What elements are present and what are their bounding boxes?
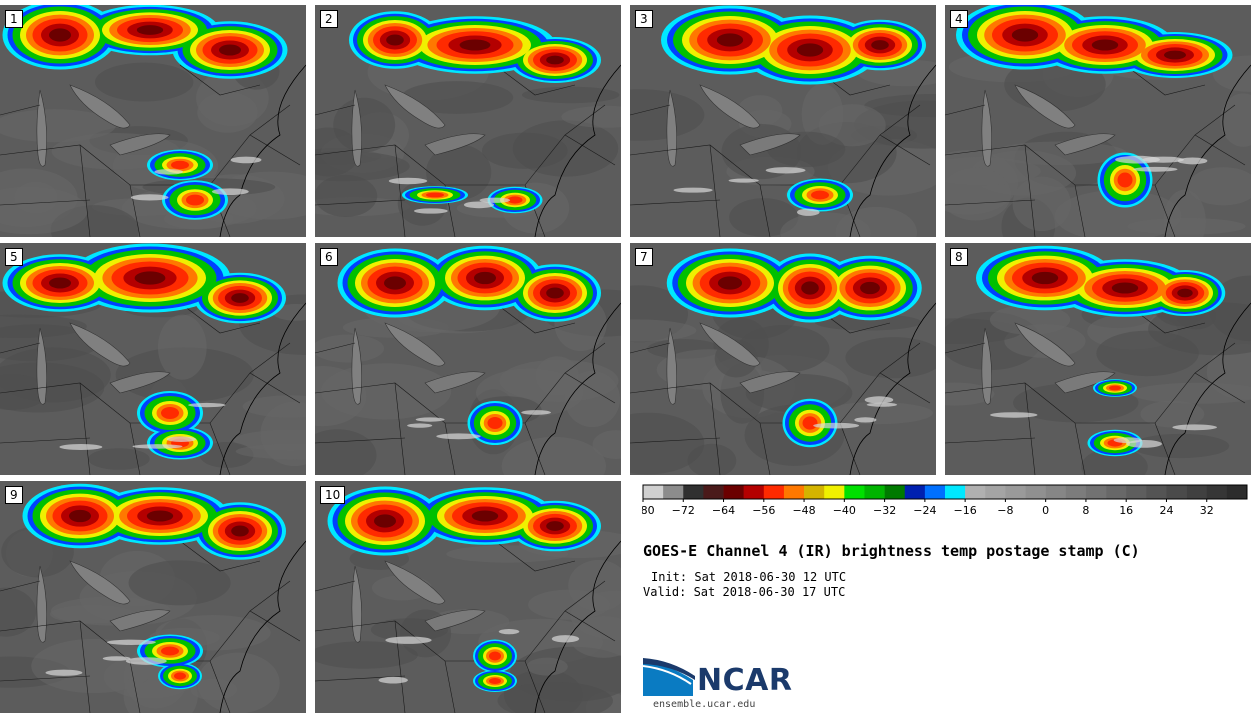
member-number-label: 3 [635,10,653,28]
colorbar-swatch [904,485,926,499]
map-image [630,5,936,237]
colorbar-swatch [1206,485,1228,499]
member-number-label: 8 [950,248,968,266]
colorbar-swatch [1085,485,1107,499]
ensemble-member-map-9: 9 [0,481,306,713]
colorbar-swatch [965,485,986,499]
member-number-label: 10 [320,486,346,504]
colorbar-swatch [945,485,966,499]
ensemble-member-map-3: 3 [630,5,936,237]
colorbar-swatch [743,485,765,499]
colorbar-swatch [1226,485,1248,499]
colorbar-tick-label: 24 [1159,504,1173,517]
colorbar-tick-label: 0 [1042,504,1049,517]
init-time: Init: Sat 2018-06-30 12 UTC [651,570,847,584]
colorbar-tick-label: −24 [913,504,936,517]
map-image [0,243,306,475]
colorbar-tick-label: 8 [1082,504,1089,517]
member-number-label: 6 [320,248,338,266]
member-number-label: 1 [5,10,23,28]
ncar-logo-icon [643,658,695,696]
member-number-label: 5 [5,248,23,266]
colorbar-swatch [723,485,744,499]
colorbar-swatch [804,485,825,499]
colorbar-swatch [1146,485,1167,499]
ensemble-member-map-8: 8 [945,243,1251,475]
map-image [315,243,621,475]
colorbar-tick-label: 16 [1119,504,1133,517]
map-image [0,5,306,237]
colorbar-swatch [924,485,946,499]
colorbar-swatch [1166,485,1187,499]
valid-time: Valid: Sat 2018-06-30 17 UTC [643,585,846,599]
member-number-label: 4 [950,10,968,28]
ensemble-member-map-2: 2 [315,5,621,237]
map-image [945,243,1251,475]
colorbar-swatch [824,485,845,499]
colorbar-tick-label: −64 [712,504,735,517]
map-image [315,481,621,713]
colorbar-swatch [884,485,906,499]
colorbar-swatch [643,485,664,499]
ensemble-member-map-7: 7 [630,243,936,475]
colorbar-swatch [1065,485,1087,499]
figure-title: GOES-E Channel 4 (IR) brightness temp po… [643,542,1140,560]
colorbar-swatch [1025,485,1046,499]
colorbar-swatch [783,485,805,499]
colorbar-swatch [1106,485,1127,499]
member-number-label: 7 [635,248,653,266]
website-url: ensemble.ucar.edu [653,699,756,710]
colorbar-tick-label: −32 [873,504,896,517]
member-number-label: 2 [320,10,338,28]
map-image [315,5,621,237]
ensemble-member-map-10: 10 [315,481,621,713]
colorbar-tick-label: −72 [672,504,695,517]
ensemble-member-map-5: 5 [0,243,306,475]
colorbar-swatch [763,485,785,499]
colorbar-swatch [663,485,684,499]
ensemble-member-map-1: 1 [0,5,306,237]
colorbar-swatch [683,485,704,499]
colorbar-swatch [844,485,865,499]
colorbar-swatch [1045,485,1067,499]
member-number-label: 9 [5,486,23,504]
map-image [945,5,1251,237]
colorbar-tick-label: −80 [642,504,655,517]
map-image [0,481,306,713]
map-image [630,243,936,475]
colorbar-tick-label: −56 [752,504,775,517]
colorbar-tick-label: −40 [833,504,856,517]
ensemble-member-map-6: 6 [315,243,621,475]
colorbar-tick-label: −48 [792,504,815,517]
colorbar-swatch [703,485,724,499]
colorbar-tick-label: 32 [1200,504,1214,517]
colorbar-swatch [864,485,885,499]
colorbar-tick-label: −8 [997,504,1013,517]
ensemble-member-map-4: 4 [945,5,1251,237]
colorbar-swatch [985,485,1006,499]
colorbar-swatch [1126,485,1147,499]
colorbar-swatch [1005,485,1026,499]
colorbar-tick-label: −16 [954,504,977,517]
colorbar-swatch [1186,485,1208,499]
ncar-logo-text: NCAR [697,663,793,698]
